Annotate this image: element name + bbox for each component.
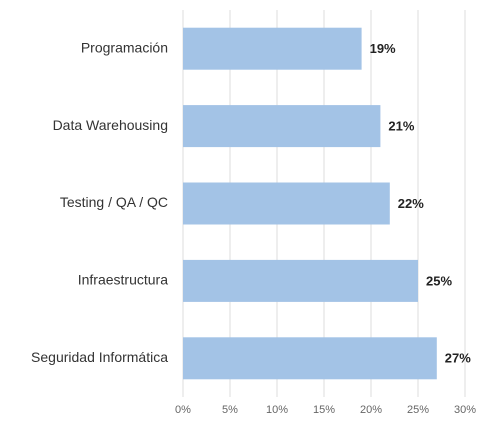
y-tick-label: Programación bbox=[81, 39, 168, 55]
bar bbox=[183, 105, 381, 148]
bar bbox=[183, 182, 390, 225]
x-tick-label: 5% bbox=[222, 404, 238, 416]
x-tick-label: 25% bbox=[407, 404, 429, 416]
x-tick-label: 20% bbox=[360, 404, 382, 416]
y-tick-label: Testing / QA / QC bbox=[60, 194, 168, 210]
y-tick-label: Infraestructura bbox=[78, 272, 168, 288]
y-tick-label: Seguridad Informática bbox=[31, 349, 168, 365]
data-label: 21% bbox=[388, 119, 414, 134]
x-tick-label: 10% bbox=[266, 404, 288, 416]
data-label: 22% bbox=[398, 196, 424, 211]
bar bbox=[183, 259, 418, 302]
data-label: 19% bbox=[370, 41, 396, 56]
y-tick-label: Data Warehousing bbox=[53, 117, 168, 133]
bar bbox=[183, 27, 362, 70]
data-label: 27% bbox=[445, 351, 471, 366]
x-tick-label: 30% bbox=[454, 404, 476, 416]
x-tick-label: 15% bbox=[313, 404, 335, 416]
bar bbox=[183, 337, 437, 380]
data-label: 25% bbox=[426, 273, 452, 288]
x-tick-label: 0% bbox=[175, 404, 191, 416]
